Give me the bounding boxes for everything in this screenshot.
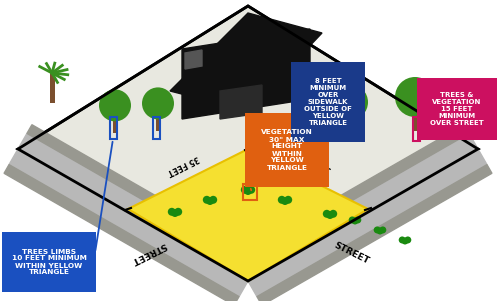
Text: STREET: STREET bbox=[333, 240, 371, 265]
Circle shape bbox=[247, 186, 255, 194]
Text: TREES LIMBS
10 FEET MINIMUM
WITHIN YELLOW
TRIANGLE: TREES LIMBS 10 FEET MINIMUM WITHIN YELLO… bbox=[12, 249, 86, 275]
Circle shape bbox=[281, 197, 289, 205]
Polygon shape bbox=[234, 125, 469, 265]
Text: 8 FEET
MINIMUM
OVER
SIDEWALK
OUTSIDE OF
YELLOW
TRIANGLE: 8 FEET MINIMUM OVER SIDEWALK OUTSIDE OF … bbox=[304, 78, 352, 126]
Bar bbox=[412, 109, 418, 131]
Circle shape bbox=[284, 196, 292, 204]
Circle shape bbox=[278, 196, 286, 204]
Bar bbox=[156, 113, 160, 131]
Circle shape bbox=[374, 226, 380, 234]
Circle shape bbox=[329, 210, 337, 218]
Circle shape bbox=[348, 216, 356, 223]
Polygon shape bbox=[18, 6, 478, 281]
Bar bbox=[50, 73, 54, 103]
Circle shape bbox=[332, 84, 368, 120]
Polygon shape bbox=[27, 125, 262, 265]
Circle shape bbox=[171, 209, 179, 217]
Circle shape bbox=[323, 210, 331, 218]
Polygon shape bbox=[220, 85, 262, 119]
Circle shape bbox=[354, 216, 362, 223]
Circle shape bbox=[376, 228, 384, 234]
Polygon shape bbox=[239, 133, 487, 296]
FancyBboxPatch shape bbox=[291, 62, 365, 142]
Text: STREET: STREET bbox=[129, 240, 167, 265]
Text: VEGETATION
30" MAX
HEIGHT
WITHIN
YELLOW
TRIANGLE: VEGETATION 30" MAX HEIGHT WITHIN YELLOW … bbox=[261, 129, 313, 170]
Circle shape bbox=[402, 237, 408, 244]
Circle shape bbox=[174, 208, 182, 216]
FancyBboxPatch shape bbox=[245, 113, 329, 187]
Circle shape bbox=[404, 237, 411, 244]
Circle shape bbox=[398, 237, 406, 244]
Circle shape bbox=[168, 208, 176, 216]
Polygon shape bbox=[185, 50, 202, 69]
Circle shape bbox=[380, 226, 386, 234]
Circle shape bbox=[244, 187, 252, 195]
Circle shape bbox=[203, 196, 211, 204]
Bar bbox=[348, 113, 352, 133]
Polygon shape bbox=[9, 133, 257, 296]
Circle shape bbox=[395, 77, 435, 117]
Circle shape bbox=[241, 186, 249, 194]
Circle shape bbox=[206, 197, 214, 205]
FancyBboxPatch shape bbox=[2, 232, 96, 292]
Text: TREES &
VEGETATION
15 FEET
MINIMUM
OVER STREET: TREES & VEGETATION 15 FEET MINIMUM OVER … bbox=[430, 92, 484, 126]
Text: 35 FEET: 35 FEET bbox=[296, 154, 330, 177]
Polygon shape bbox=[257, 165, 492, 301]
Circle shape bbox=[326, 211, 334, 219]
Polygon shape bbox=[170, 13, 322, 111]
Polygon shape bbox=[182, 29, 310, 119]
Circle shape bbox=[99, 89, 131, 121]
FancyBboxPatch shape bbox=[417, 78, 497, 140]
Circle shape bbox=[209, 196, 217, 204]
Bar bbox=[112, 115, 117, 133]
Polygon shape bbox=[128, 149, 368, 281]
Circle shape bbox=[142, 87, 174, 119]
Polygon shape bbox=[4, 165, 239, 301]
Circle shape bbox=[352, 218, 358, 225]
Text: 35 FEET: 35 FEET bbox=[166, 154, 200, 177]
